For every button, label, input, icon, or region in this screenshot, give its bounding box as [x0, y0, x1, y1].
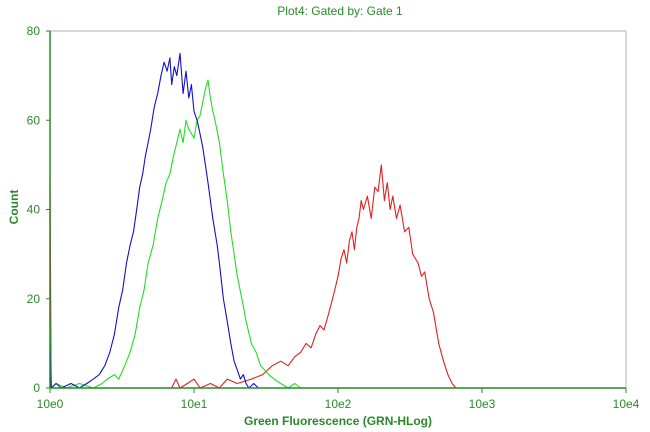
- x-tick-label: 10e2: [325, 397, 352, 411]
- y-tick-label: 60: [27, 113, 41, 127]
- red-histogram-line: [49, 164, 460, 389]
- series-layer: [49, 52, 460, 389]
- blue-histogram-line: [49, 52, 263, 389]
- chart-title: Plot4: Gated by: Gate 1: [277, 4, 403, 18]
- x-axis-label: Green Fluorescence (GRN-HLog): [244, 414, 432, 428]
- x-tick-label: 10e4: [613, 397, 640, 411]
- y-axis-label: Count: [7, 190, 21, 225]
- y-tick-label: 80: [27, 24, 41, 38]
- green-histogram-line: [49, 79, 301, 389]
- y-tick-label: 40: [27, 203, 41, 217]
- x-tick-label: 10e0: [37, 397, 64, 411]
- ticks-layer: 10e0 10e1 10e2 10e3 10e4 0 20 40 60 80: [27, 24, 640, 411]
- y-tick-label: 0: [33, 381, 40, 395]
- y-tick-label: 20: [27, 292, 41, 306]
- x-tick-label: 10e3: [469, 397, 496, 411]
- x-tick-label: 10e1: [181, 397, 208, 411]
- plot-frame: [49, 30, 627, 389]
